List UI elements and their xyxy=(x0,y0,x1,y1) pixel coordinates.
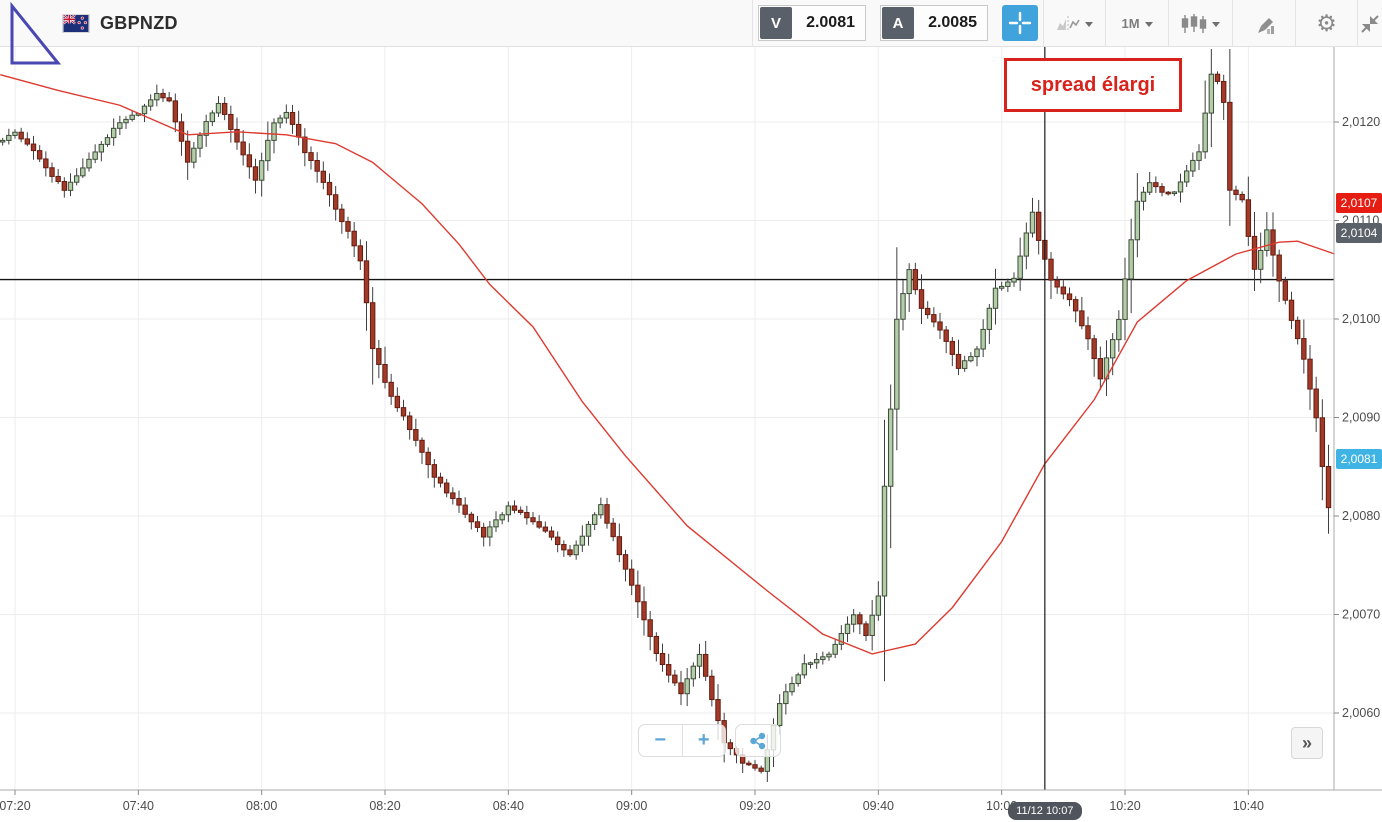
zoom-in-button[interactable]: + xyxy=(681,725,726,756)
sell-price: 2.0081 xyxy=(806,14,855,31)
y-axis-tick-label: 2,0080 xyxy=(1342,509,1380,523)
x-axis-tick-label: 10:20 xyxy=(1109,799,1140,813)
sell-tag: V xyxy=(760,7,792,39)
axes: 2,01202,01102,01002,00902,00802,00702,00… xyxy=(0,47,1382,813)
candle-style-button[interactable] xyxy=(1168,0,1232,47)
candle-wicks xyxy=(2,49,1330,783)
x-axis-tick-label: 08:20 xyxy=(369,799,400,813)
zoom-controls: − + xyxy=(638,724,726,757)
union-jack xyxy=(63,15,76,25)
nz-flag-icon xyxy=(62,14,90,33)
instrument-title: GBPNZD xyxy=(100,13,178,33)
price-chart[interactable]: 2,01202,01102,01002,00902,00802,00702,00… xyxy=(0,47,1382,822)
southern-cross-stars xyxy=(77,16,87,30)
last-price-label: 2,0081 xyxy=(1336,449,1382,470)
crosshair-button[interactable] xyxy=(1002,5,1038,41)
spread-annotation[interactable]: spread élargi xyxy=(1004,58,1182,112)
toolbar-divider xyxy=(752,0,753,47)
y-axis-tick-label: 2,0090 xyxy=(1342,411,1380,425)
crosshair-icon xyxy=(1008,11,1032,35)
zoom-out-button[interactable]: − xyxy=(654,729,667,751)
gear-icon: ⚙ xyxy=(1316,10,1337,36)
y-axis-tick-label: 2,0120 xyxy=(1342,115,1380,129)
y-axis-tick-label: 2,0070 xyxy=(1342,608,1380,622)
chevron-down-icon xyxy=(1212,22,1220,27)
buy-tag: A xyxy=(882,7,914,39)
x-axis-tick-label: 08:40 xyxy=(493,799,524,813)
candles xyxy=(0,73,1332,772)
hline-price-label: 2,0104 xyxy=(1336,222,1382,243)
timeframe-button[interactable]: 1M xyxy=(1105,0,1168,47)
y-axis-tick-label: 2,0100 xyxy=(1342,312,1380,326)
chart-toolbar: GBPNZD V 2.0081 A 2.0085 1M xyxy=(0,0,1382,47)
x-axis-tick-label: 09:20 xyxy=(739,799,770,813)
ma-price-label: 2,0107 xyxy=(1336,193,1382,214)
x-axis-tick-label: 09:00 xyxy=(616,799,647,813)
timeframe-label: 1M xyxy=(1121,16,1140,31)
x-axis-tick-label: 09:40 xyxy=(863,799,894,813)
candlestick-style-icon xyxy=(1181,13,1207,33)
share-button[interactable] xyxy=(735,724,781,757)
settings-button[interactable]: ⚙ xyxy=(1295,0,1357,47)
chart-type-button[interactable] xyxy=(1043,0,1105,47)
draw-icon xyxy=(1258,17,1274,34)
sell-button[interactable]: V 2.0081 xyxy=(758,5,866,41)
collapse-button[interactable] xyxy=(1357,0,1382,47)
x-axis-tick-label: 07:40 xyxy=(123,799,154,813)
crosshair-time-label: 11/12 10:07 xyxy=(1007,802,1082,820)
buy-button[interactable]: A 2.0085 xyxy=(880,5,988,41)
y-axis-tick-label: 2,0060 xyxy=(1342,706,1380,720)
share-icon xyxy=(750,732,766,749)
chart-type-icon xyxy=(1057,16,1080,31)
gridlines xyxy=(0,47,1334,790)
collapse-icon xyxy=(1361,14,1379,33)
moving-average-line xyxy=(0,74,1335,655)
draw-button[interactable] xyxy=(1232,0,1295,47)
chevron-down-icon xyxy=(1085,22,1093,27)
x-axis-tick-label: 10:40 xyxy=(1233,799,1264,813)
x-axis-tick-label: 08:00 xyxy=(246,799,277,813)
x-axis-tick-label: 07:20 xyxy=(0,799,31,813)
expand-panel-button[interactable]: » xyxy=(1291,727,1323,759)
buy-price: 2.0085 xyxy=(928,14,977,31)
chevron-down-icon xyxy=(1144,22,1153,27)
